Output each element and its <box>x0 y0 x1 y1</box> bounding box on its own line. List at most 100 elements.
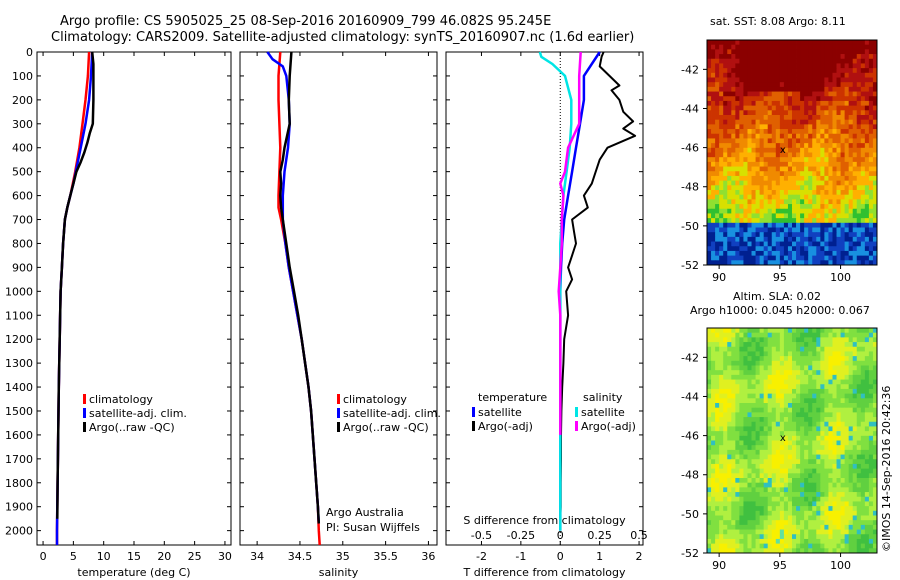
map-cell <box>739 241 744 247</box>
map-cell <box>707 384 712 390</box>
map-cell <box>868 157 874 163</box>
map-cell <box>739 68 744 74</box>
map-cell <box>864 449 870 455</box>
map-cell <box>783 454 789 460</box>
map-cell <box>820 77 825 83</box>
map-cell <box>735 105 740 111</box>
map-cell <box>751 91 756 97</box>
map-cell <box>828 166 833 172</box>
map-cell <box>828 407 833 413</box>
map-cell <box>872 370 878 376</box>
map-cell <box>755 91 761 97</box>
map-cell <box>820 58 825 64</box>
map-cell <box>840 77 846 83</box>
map-cell <box>759 246 765 252</box>
map-cell <box>779 351 785 357</box>
map-cell <box>868 520 874 526</box>
map-cell <box>755 246 761 252</box>
map-cell <box>751 543 756 549</box>
map-cell <box>848 157 854 163</box>
map-cell <box>739 342 744 348</box>
map-cell <box>783 96 789 102</box>
map-cell <box>783 49 789 55</box>
map-cell <box>828 86 833 92</box>
map-cell <box>775 356 781 362</box>
map-cell <box>792 384 797 390</box>
map-cell <box>812 370 817 376</box>
map-cell <box>796 360 801 366</box>
map-cell <box>864 40 870 46</box>
map-cell <box>856 208 862 214</box>
map-cell <box>864 384 870 390</box>
map-cell <box>719 449 724 455</box>
map-cell <box>771 40 777 46</box>
map-cell <box>783 58 789 64</box>
map-cell <box>763 370 769 376</box>
map-cell <box>848 342 854 348</box>
map-cell <box>715 44 720 50</box>
map-cell <box>751 44 756 50</box>
map-cell <box>775 72 781 78</box>
map-cell <box>707 374 712 380</box>
map-cell <box>812 384 817 390</box>
map-cell <box>759 529 765 535</box>
map-cell <box>808 431 813 437</box>
map-cell <box>848 403 854 409</box>
map-cell <box>783 342 789 348</box>
map-cell <box>739 199 744 205</box>
map-cell <box>868 86 874 92</box>
map-cell <box>735 421 740 427</box>
map-cell <box>792 492 797 498</box>
map-cell <box>856 520 862 526</box>
map-cell <box>763 246 769 252</box>
map-cell <box>868 468 874 474</box>
map-cell <box>775 110 781 116</box>
map-cell <box>828 246 833 252</box>
map-cell <box>868 119 874 125</box>
map-cell <box>755 468 761 474</box>
map-cell <box>856 96 862 102</box>
map-cell <box>755 241 761 247</box>
map-cell <box>727 478 732 484</box>
map-cell <box>872 72 878 78</box>
map-cell <box>731 250 736 257</box>
map-cell <box>719 63 724 69</box>
map-cell <box>848 96 854 102</box>
map-cell <box>755 374 761 380</box>
map-cell <box>747 431 752 437</box>
map-cell <box>800 356 805 362</box>
map-cell <box>860 496 866 502</box>
map-cell <box>755 255 761 261</box>
map-cell <box>715 82 720 88</box>
map-cell <box>755 147 761 153</box>
map-cell <box>832 412 837 418</box>
map-cell <box>711 426 716 432</box>
map-cell <box>832 463 837 470</box>
map-cell <box>848 445 854 451</box>
map-cell <box>715 524 720 530</box>
map-cell <box>836 379 841 385</box>
map-cell <box>796 236 801 242</box>
map-cell <box>848 421 854 427</box>
map-cell <box>739 166 744 172</box>
map-cell <box>832 161 837 167</box>
map-cell <box>808 250 813 257</box>
map-cell <box>804 161 809 167</box>
map-cell <box>715 454 720 460</box>
map-cell <box>715 370 720 376</box>
map-cell <box>796 227 801 233</box>
map-cell <box>816 208 821 214</box>
map-cell <box>860 407 866 413</box>
map-cell <box>864 255 870 261</box>
map-cell <box>723 213 728 219</box>
map-cell <box>856 543 862 549</box>
map-cell <box>804 260 809 266</box>
map-cell <box>832 110 837 116</box>
map-cell <box>711 166 716 172</box>
map-cell <box>792 398 797 404</box>
map-cell <box>820 459 825 465</box>
map-cell <box>767 346 773 352</box>
map-cell <box>783 543 789 549</box>
map-cell <box>828 185 833 191</box>
map-cell <box>771 236 777 242</box>
